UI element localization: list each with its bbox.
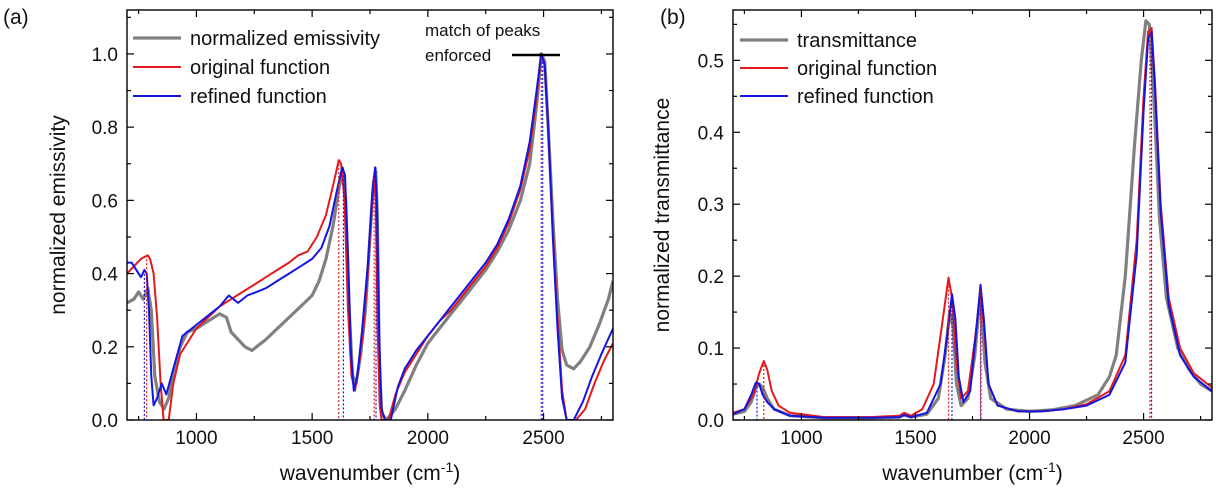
x-axis-title-main: wavenumber (cm — [881, 462, 1043, 485]
legend-label-2: refined function — [190, 86, 327, 108]
y-tick-label: 0.6 — [92, 191, 118, 212]
legend-label-2: refined function — [797, 86, 934, 108]
series-line-2 — [733, 30, 1212, 419]
x-tick-label: 1000 — [780, 428, 822, 449]
x-tick-label: 2000 — [1008, 428, 1050, 449]
x-axis-title-sup: -1 — [441, 459, 454, 475]
x-axis-title-main: wavenumber (cm — [279, 462, 441, 485]
legend-label-1: original function — [190, 57, 330, 79]
y-tick-label: 0.4 — [92, 265, 119, 286]
y-tick-label: 1.0 — [92, 45, 118, 66]
x-tick-label: 2500 — [522, 428, 564, 449]
y-tick-label: 0.4 — [698, 123, 725, 144]
legend-label-0: transmittance — [797, 30, 917, 52]
x-tick-label: 2500 — [1122, 428, 1164, 449]
plot-area — [127, 52, 613, 420]
y-tick-label: 0.3 — [698, 195, 724, 216]
series-line-1 — [733, 27, 1212, 419]
annotation-line1: match of peaks — [425, 21, 540, 40]
y-tick-label: 0.5 — [698, 51, 724, 72]
legend: transmittance original function refined fu… — [740, 30, 937, 108]
x-tick-label: 1000 — [175, 428, 217, 449]
series-line-2 — [127, 52, 613, 420]
panel-label: (a) — [3, 6, 29, 29]
y-tick-label: 0.8 — [92, 118, 118, 139]
x-axis-title-end: ) — [1056, 462, 1063, 485]
legend: normalized emissivity original function re… — [133, 28, 380, 108]
legend-label-0: normalized emissivity — [190, 28, 380, 50]
x-tick-label: 2000 — [407, 428, 449, 449]
x-axis-title: wavenumber (cm-1) — [279, 459, 461, 485]
x-axis-title-end: ) — [453, 462, 460, 485]
y-tick-label: 0.1 — [698, 339, 724, 360]
x-tick-label: 1500 — [291, 428, 333, 449]
legend-label-1: original function — [797, 58, 937, 80]
y-axis-title: normalized transmittance — [651, 98, 674, 333]
x-axis-title: wavenumber (cm-1) — [881, 459, 1063, 485]
plot-area — [733, 19, 1212, 420]
panel-label: (b) — [660, 6, 686, 29]
annotation-line2: enforced — [425, 46, 491, 65]
panel-b: 1000 1500 2000 2500 0.0 0.1 0.2 0.3 0.4 0.5 wavenu… — [651, 6, 1213, 485]
y-tick-label: 0.2 — [698, 267, 724, 288]
y-tick-label: 0.0 — [92, 411, 118, 432]
panel-a: 1000 1500 2000 2500 0.0 0.2 0.4 0.6 0.8 1.0 wavenu… — [3, 6, 614, 485]
y-axis-title: normalized emissivity — [47, 115, 70, 315]
y-tick-label: 0.0 — [698, 411, 724, 432]
y-tick-label: 0.2 — [92, 338, 118, 359]
x-axis-title-sup: -1 — [1043, 459, 1056, 475]
x-tick-label: 1500 — [894, 428, 936, 449]
